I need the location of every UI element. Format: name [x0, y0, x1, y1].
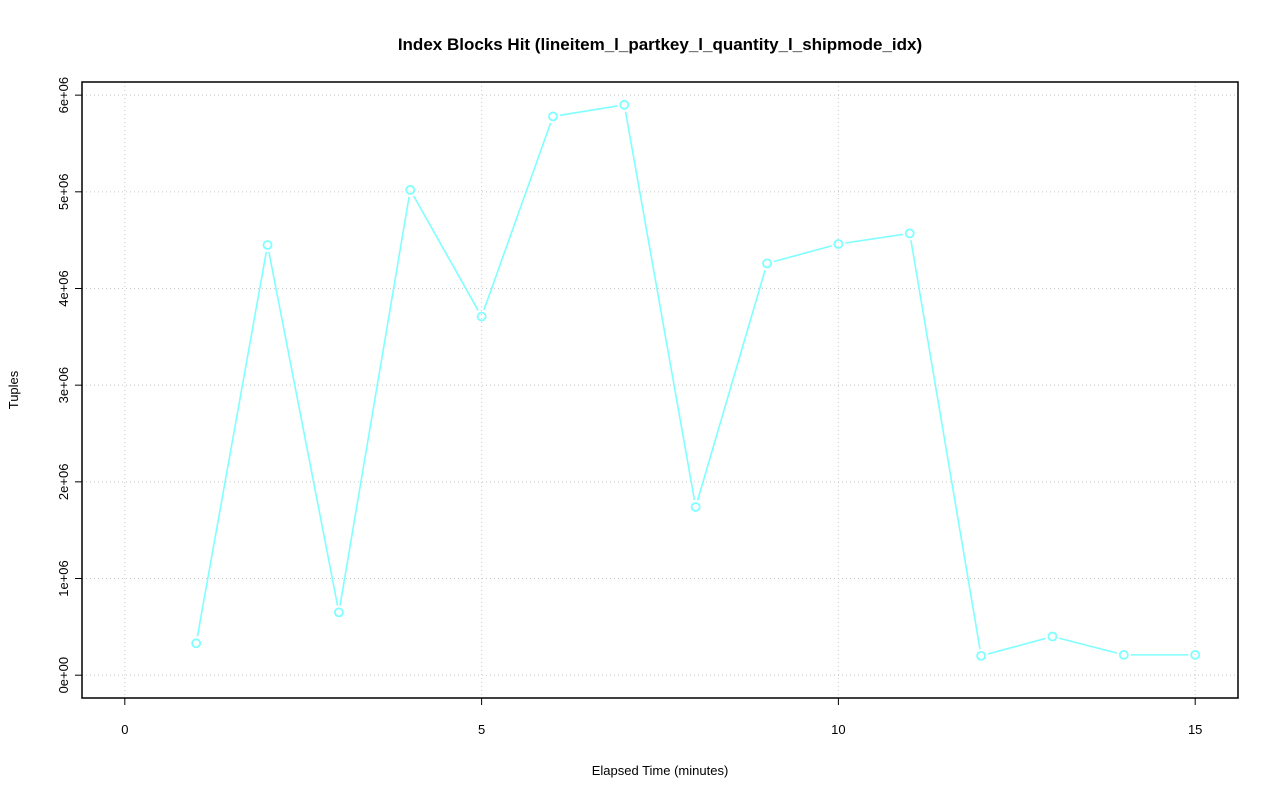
data-point [1118, 649, 1129, 660]
data-point [833, 239, 844, 249]
data-point [619, 99, 630, 110]
data-point [904, 228, 915, 239]
series-segment [412, 195, 479, 311]
data-point [405, 184, 416, 195]
series-segment [987, 637, 1046, 655]
series-segment [624, 111, 696, 501]
series-segment [483, 122, 552, 311]
series [191, 99, 1201, 661]
data-point [1190, 649, 1201, 660]
y-tick-label: 2e+06 [56, 464, 71, 501]
y-tick-label: 1e+06 [56, 560, 71, 597]
series-segment [696, 269, 766, 501]
y-axis: 0e+00 1e+06 2e+06 3e+06 4e+06 5e+06 6e+06 [56, 77, 82, 694]
data-point [191, 638, 202, 649]
data-point [690, 502, 701, 512]
data-point [976, 650, 987, 661]
x-tick-label: 5 [478, 722, 485, 737]
y-tick-label: 3e+06 [56, 367, 71, 404]
data-point [762, 258, 772, 269]
y-tick-label: 5e+06 [56, 174, 71, 211]
x-tick-label: 15 [1188, 722, 1202, 737]
x-tick-label: 0 [121, 722, 128, 737]
data-point [262, 240, 273, 250]
grid [82, 82, 1238, 698]
series-segment [910, 240, 981, 650]
y-tick-label: 4e+06 [56, 270, 71, 307]
x-axis: 0 5 10 15 [121, 698, 1202, 737]
data-point [1047, 631, 1058, 642]
data-point [548, 111, 558, 122]
y-axis-label: Tuples [6, 370, 21, 409]
data-point [333, 607, 344, 618]
series-segment [845, 233, 903, 244]
series-segment [773, 245, 832, 263]
y-tick-label: 0e+00 [56, 657, 71, 694]
series-segment [339, 196, 410, 606]
series-segment [559, 105, 618, 117]
chart-title: Index Blocks Hit (lineitem_l_partkey_l_q… [398, 35, 922, 54]
data-point [476, 311, 487, 322]
series-segment [268, 251, 339, 606]
series-segment [1059, 637, 1118, 654]
y-tick-label: 6e+06 [56, 77, 71, 114]
x-tick-label: 10 [831, 722, 845, 737]
x-axis-label: Elapsed Time (minutes) [592, 763, 729, 778]
series-segment [196, 251, 268, 637]
plot-frame [81, 81, 1239, 699]
